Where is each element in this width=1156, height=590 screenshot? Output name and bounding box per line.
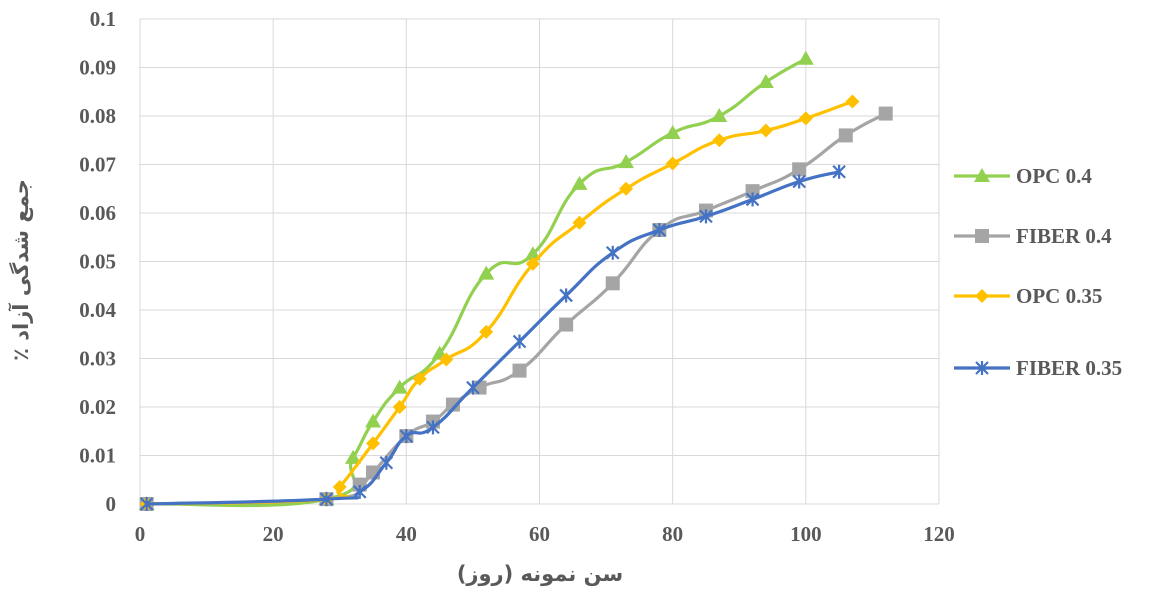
data-point <box>699 209 713 224</box>
data-point <box>559 288 573 303</box>
series-line <box>146 57 807 508</box>
data-point <box>618 154 635 169</box>
data-point <box>466 380 480 395</box>
y-tick-label: 0.03 <box>79 347 116 371</box>
series-opc-0-4 <box>138 50 814 510</box>
x-tick-label: 60 <box>529 522 550 546</box>
data-point <box>711 108 728 122</box>
data-point <box>319 492 334 507</box>
data-point <box>332 480 347 495</box>
data-point <box>745 192 760 207</box>
data-point <box>391 379 408 394</box>
data-point <box>758 123 773 138</box>
legend-item: OPC 0.4 <box>954 164 1092 188</box>
x-axis-title: سن نمونه (روز) <box>457 562 623 586</box>
legend-marker <box>975 361 989 375</box>
data-point <box>512 363 527 378</box>
legend-marker <box>975 229 989 243</box>
y-axis-title: جمع شدگی آزاد ٪ <box>8 179 33 361</box>
data-point <box>478 265 495 280</box>
data-point <box>757 74 774 89</box>
data-point <box>798 111 813 126</box>
legend-marker <box>974 168 990 182</box>
data-point <box>559 317 574 332</box>
data-point <box>439 352 454 367</box>
data-point <box>712 133 727 148</box>
x-tick-label: 20 <box>263 522 284 546</box>
data-point <box>845 94 860 109</box>
data-point <box>379 455 394 470</box>
legend-marker <box>975 289 989 303</box>
data-point <box>797 50 814 65</box>
plot-series <box>138 50 893 511</box>
data-point <box>572 215 587 230</box>
y-tick-label: 0.07 <box>79 153 116 177</box>
data-point <box>399 429 414 444</box>
data-point <box>664 124 681 139</box>
x-tick-label: 80 <box>662 522 683 546</box>
data-point <box>792 174 806 189</box>
data-point <box>838 128 853 143</box>
x-tick-label: 100 <box>790 522 822 546</box>
legend: OPC 0.4 FIBER 0.4 OPC 0.35 FIBER 0.35 <box>954 164 1122 380</box>
data-point <box>345 449 362 464</box>
data-point <box>479 324 494 339</box>
y-tick-label: 0 <box>106 492 117 516</box>
legend-item: FIBER 0.35 <box>954 356 1122 380</box>
data-point <box>392 400 407 414</box>
data-point <box>412 371 427 386</box>
y-axis-ticks: 0 0.01 0.02 0.03 0.04 0.05 0.06 0.07 0.08 0.09 0.1 <box>79 7 116 516</box>
data-point <box>571 175 588 190</box>
x-tick-label: 0 <box>135 522 146 546</box>
data-point <box>525 256 540 271</box>
series-line <box>146 170 840 506</box>
y-tick-label: 0.02 <box>79 395 116 419</box>
data-point <box>366 436 381 451</box>
legend-label: FIBER 0.35 <box>1016 356 1122 380</box>
legend-label: FIBER 0.4 <box>1016 224 1112 248</box>
legend-label: OPC 0.4 <box>1016 164 1092 188</box>
data-point <box>524 246 541 261</box>
data-point <box>445 397 460 412</box>
data-point <box>139 497 154 511</box>
gridlines <box>139 18 940 505</box>
legend-item: FIBER 0.4 <box>954 224 1112 248</box>
y-tick-label: 0.01 <box>79 444 116 468</box>
data-point <box>832 164 846 179</box>
data-point <box>605 276 620 291</box>
data-point <box>365 413 382 428</box>
data-point <box>605 245 620 260</box>
y-tick-label: 0.06 <box>79 201 116 225</box>
series-fiber-0-35 <box>139 164 846 511</box>
data-point <box>619 181 634 196</box>
series-line <box>146 99 853 506</box>
x-tick-label: 40 <box>396 522 417 546</box>
series-opc-0-35 <box>139 94 860 511</box>
data-point <box>352 484 367 499</box>
y-tick-label: 0.05 <box>79 250 116 274</box>
legend-label: OPC 0.35 <box>1016 284 1102 308</box>
data-point <box>878 106 893 121</box>
series-line <box>146 112 887 506</box>
legend-item: OPC 0.35 <box>954 284 1102 308</box>
data-point <box>512 334 527 349</box>
data-point <box>665 156 680 171</box>
y-tick-label: 0.08 <box>79 104 116 128</box>
y-tick-label: 0.04 <box>79 298 116 322</box>
x-tick-label: 120 <box>923 522 955 546</box>
y-tick-label: 0.1 <box>90 7 116 31</box>
data-point <box>792 162 807 177</box>
x-axis-ticks: 0 20 40 60 80 100 120 <box>135 522 955 546</box>
data-point <box>652 222 667 237</box>
y-tick-label: 0.09 <box>79 56 116 80</box>
series-fiber-0-4 <box>139 106 893 511</box>
data-point <box>426 420 440 435</box>
